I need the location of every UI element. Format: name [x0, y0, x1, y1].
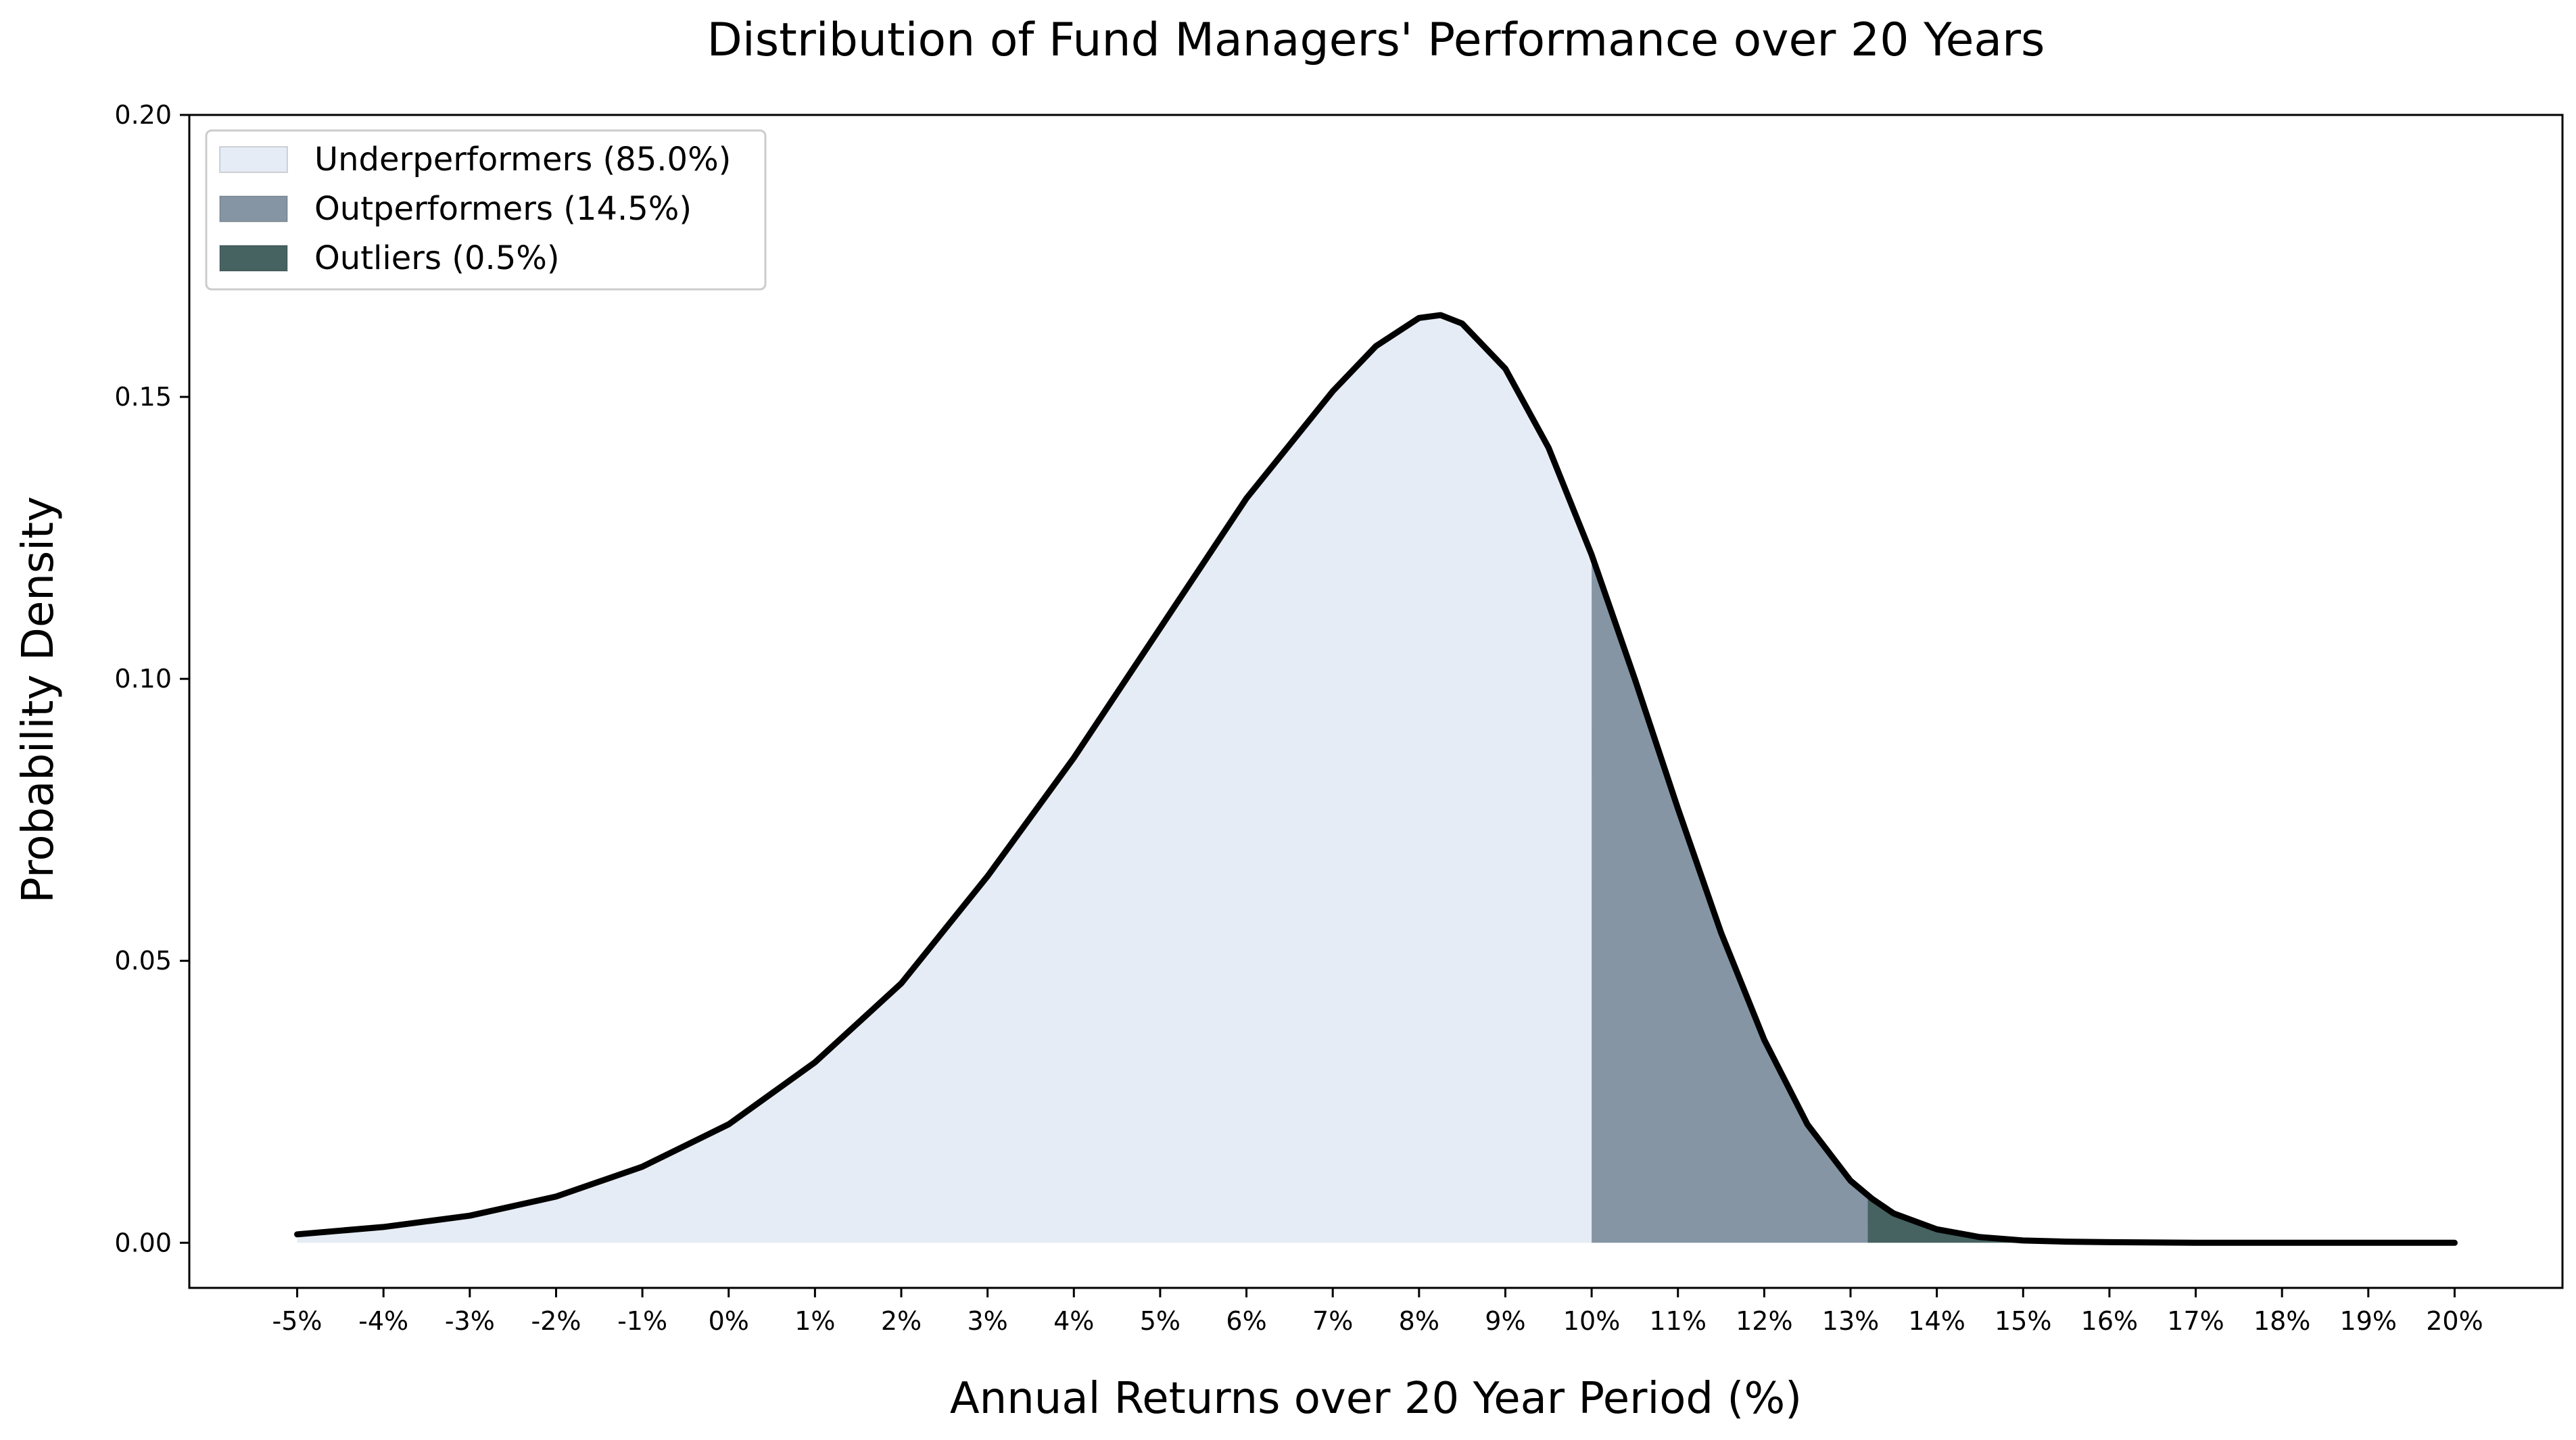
x-tick-label: 1%: [794, 1306, 835, 1336]
x-tick-label: -1%: [617, 1306, 667, 1336]
x-tick-label: -2%: [531, 1306, 581, 1336]
legend-label-0: Underperformers (85.0%): [314, 141, 731, 178]
x-tick-label: 12%: [1736, 1306, 1792, 1336]
y-axis: 0.00 0.05 0.10 0.15 0.20: [114, 100, 189, 1257]
legend-swatch-2: [219, 245, 288, 272]
x-tick-label: 4%: [1053, 1306, 1094, 1336]
x-tick-label: 3%: [967, 1306, 1007, 1336]
x-tick-label: 18%: [2253, 1306, 2310, 1336]
x-tick-label: 15%: [1995, 1306, 2051, 1336]
x-tick-label: 7%: [1312, 1306, 1353, 1336]
y-tick-label: 0.10: [114, 664, 172, 694]
x-tick-label: 10%: [1563, 1306, 1620, 1336]
x-axis: -5% -4% -3% -2% -1% 0% 1% 2% 3% 4% 5% 6% 7% 8% 9% 10% 11…: [272, 1288, 2483, 1336]
x-tick-label: 11%: [1649, 1306, 1706, 1336]
legend-label-1: Outperformers (14.5%): [314, 190, 692, 228]
y-axis-label: Probability Density: [14, 496, 64, 903]
x-tick-label: 16%: [2081, 1306, 2138, 1336]
x-tick-label: 14%: [1908, 1306, 1965, 1336]
density-curve: [294, 312, 2458, 1246]
x-tick-label: 6%: [1226, 1306, 1266, 1336]
x-tick-label: 19%: [2340, 1306, 2397, 1336]
x-tick-label: 2%: [881, 1306, 922, 1336]
x-tick-label: 17%: [2167, 1306, 2224, 1336]
legend-box: [205, 129, 767, 291]
fill-region-2: [1867, 1195, 2455, 1243]
y-tick-label: 0.00: [114, 1228, 172, 1257]
legend-swatch-1: [219, 195, 288, 222]
x-tick-label: -5%: [272, 1306, 323, 1336]
x-axis-label: Annual Returns over 20 Year Period (%): [950, 1374, 1802, 1424]
plot-frame: [188, 114, 2564, 1289]
x-tick-label: -3%: [445, 1306, 495, 1336]
x-tick-label: -4%: [358, 1306, 408, 1336]
x-tick-label: 20%: [2426, 1306, 2483, 1336]
legend-swatch-0: [219, 146, 288, 173]
x-tick-label: 5%: [1140, 1306, 1180, 1336]
x-tick-label: 9%: [1485, 1306, 1525, 1336]
fill-region-1: [1592, 554, 1868, 1243]
legend-label-2: Outliers (0.5%): [314, 239, 560, 277]
y-tick-label: 0.20: [114, 100, 172, 130]
legend: Underperformers (85.0%) Outperformers (14…: [205, 129, 767, 291]
x-tick-label: 8%: [1399, 1306, 1439, 1336]
y-tick-label: 0.15: [114, 382, 172, 412]
x-tick-label: 0%: [709, 1306, 749, 1336]
x-tick-label: 13%: [1822, 1306, 1879, 1336]
fill-region-0: [297, 315, 1592, 1243]
y-tick-label: 0.05: [114, 946, 172, 976]
chart-title: Distribution of Fund Managers' Performan…: [707, 14, 2045, 67]
region-fills: [297, 315, 2455, 1243]
